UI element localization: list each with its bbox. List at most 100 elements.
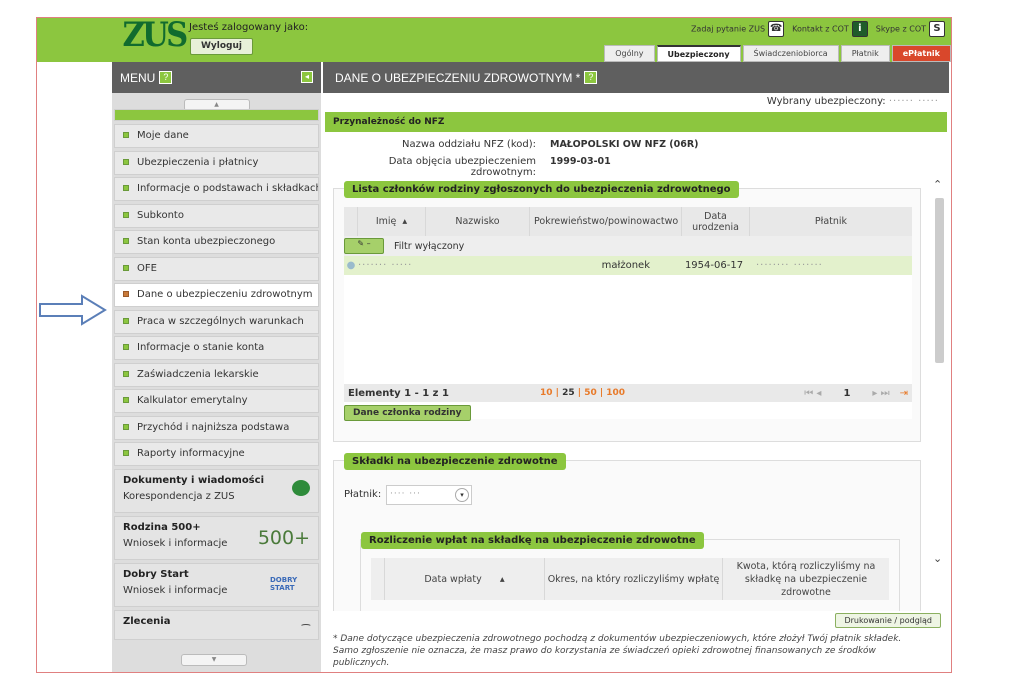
first-prev-page-icon[interactable]: ⏮ ◂ — [804, 387, 822, 399]
cell-payer-masked: ········ ······· — [756, 260, 823, 271]
bullet-icon — [123, 450, 129, 456]
ask-zus-link[interactable]: Zadaj pytanie ZUS ☎ — [691, 21, 785, 37]
family-member-details-button[interactable]: Dane członka rodziny — [344, 405, 471, 421]
sidebar-item-ubezpieczenia[interactable]: Ubezpieczenia i płatnicy — [114, 150, 319, 175]
section-dokumenty[interactable]: Dokumenty i wiadomości Korespondencja z Z… — [114, 468, 319, 513]
page-size-25[interactable]: 25 — [562, 388, 575, 398]
bullet-icon — [123, 211, 129, 218]
sidebar-item-label: Dane o ubezpieczeniu zdrowotnym — [137, 289, 313, 300]
column-nazwisko[interactable]: Nazwisko — [426, 207, 530, 236]
sidebar-item-label: Stan konta ubezpieczonego — [137, 236, 276, 247]
sidebar-item-ofe[interactable]: OFE — [114, 256, 319, 281]
nfz-branch-row: Nazwa oddziału NFZ (kod): MAŁOPOLSKI OW N… — [323, 136, 949, 153]
family-members-group: Lista członków rodziny zgłoszonych do ub… — [333, 181, 921, 442]
pager-summary: Elementy 1 - 1 z 1 — [348, 387, 449, 399]
export-icon[interactable]: ⇥ — [899, 387, 908, 399]
zus-logo: ZUS — [122, 17, 189, 55]
rodzina-500-logo: 500+ — [257, 526, 310, 549]
scroll-up-icon[interactable]: ⌃ — [933, 178, 943, 191]
next-last-page-icon[interactable]: ▸ ⏭ — [872, 387, 890, 399]
column-imie[interactable]: Imię ▴ — [358, 207, 426, 236]
column-pokrewienstwo[interactable]: Pokrewieństwo/powinowactwo — [530, 207, 682, 236]
tab-ubezpieczony[interactable]: Ubezpieczony — [656, 45, 741, 62]
section-subtitle: Wniosek i informacje — [123, 537, 228, 549]
column-label: Kwota, którą rozliczyliśmy na składkę na… — [736, 560, 876, 598]
filter-button[interactable]: ✎ – — [344, 238, 384, 254]
menu-scroll-down-button[interactable]: ▼ — [181, 654, 247, 666]
page-size-10[interactable]: 10 — [540, 388, 553, 398]
contact-cot-label: Kontakt z COT — [792, 24, 849, 34]
page-size-50[interactable]: 50 — [584, 388, 597, 398]
payer-value-masked: ···· ··· — [390, 489, 421, 499]
column-label: Data wpłaty — [424, 573, 482, 585]
contact-cot-link[interactable]: Kontakt z COT i — [792, 21, 868, 37]
table-row[interactable]: ● ······· ····· małżonek 1954-06-17 ····… — [344, 256, 912, 275]
nfz-section-header: Przynależność do NFZ — [325, 112, 947, 132]
scroll-down-icon[interactable]: ⌄ — [933, 552, 943, 565]
nfz-branch-label: Nazwa oddziału NFZ (kod): — [401, 139, 536, 150]
sidebar-item-przychod[interactable]: Przychód i najniższa podstawa — [114, 415, 319, 440]
print-preview-button[interactable]: Drukowanie / podgląd — [835, 613, 941, 628]
row-selector-icon[interactable]: ● — [346, 260, 356, 271]
vertical-scrollbar[interactable]: ⌃ ⌄ — [933, 178, 945, 579]
menu-item-partial[interactable] — [114, 109, 319, 121]
section-zlecenia[interactable]: Zlecenia ⁀ — [114, 609, 319, 640]
sidebar-item-zaswiadczenia[interactable]: Zaświadczenia lekarskie — [114, 362, 319, 387]
tab-eplatnik[interactable]: ePłatnik — [891, 45, 951, 62]
section-subtitle: Wniosek i informacje — [123, 584, 228, 596]
column-data-urodzenia[interactable]: Data urodzenia — [682, 207, 750, 236]
sidebar-item-informacje-o-podstawach[interactable]: Informacje o podstawach i składkach — [114, 177, 319, 201]
collapse-menu-icon[interactable]: ◂ — [301, 71, 313, 83]
sidebar-item-kalkulator[interactable]: Kalkulator emerytalny — [114, 389, 319, 413]
help-icon[interactable]: ? — [159, 71, 173, 84]
top-bar: ZUS Jesteś zalogowany jako: Wyloguj Zada… — [37, 18, 951, 62]
top-tools: Zadaj pytanie ZUS ☎ Kontakt z COT i Skype … — [691, 21, 945, 37]
grid-header-spacer — [344, 207, 358, 236]
main-tabs: Ogólny Ubezpieczony Świadczeniobiorca Pł… — [604, 45, 951, 62]
sidebar-item-stan-konta[interactable]: Stan konta ubezpieczonego — [114, 230, 319, 254]
filter-status: Filtr wyłączony — [394, 240, 465, 252]
sidebar-item-informacje-o-stanie[interactable]: Informacje o stanie konta — [114, 336, 319, 360]
payer-select[interactable]: ···· ··· ▾ — [386, 485, 472, 505]
sidebar-item-label: Informacje o podstawach i składkach — [137, 183, 319, 194]
zus-window: ZUS Jesteś zalogowany jako: Wyloguj Zada… — [36, 17, 952, 673]
grid-pager: Elementy 1 - 1 z 1 10 | 25 | 50 | 100 ⏮ … — [344, 384, 912, 402]
sidebar: MENU? ◂ ▲ Moje dane Ubezpieczenia i płat… — [112, 62, 321, 672]
column-okres[interactable]: Okres, na który rozliczyliśmy wpłatę — [545, 558, 723, 600]
settlement-group: Rozliczenie wpłat na składkę na ubezpiec… — [360, 532, 900, 611]
column-data-wplaty[interactable]: Data wpłaty ▴ — [385, 558, 545, 600]
column-platnik[interactable]: Płatnik — [750, 207, 912, 236]
sidebar-item-dane-o-ubezpieczeniu[interactable]: Dane o ubezpieczeniu zdrowotnym — [114, 283, 319, 307]
chevron-down-icon[interactable]: ▾ — [455, 488, 469, 502]
sidebar-item-label: Subkonto — [137, 209, 184, 221]
section-dobry-start[interactable]: Dobry Start Wniosek i informacje DOBRY STA… — [114, 562, 319, 607]
page-size-100[interactable]: 100 — [606, 388, 626, 398]
zlecenia-icon: ⁀ — [301, 624, 310, 636]
column-label: Nazwisko — [455, 216, 500, 227]
help-icon[interactable]: ? — [584, 71, 598, 84]
sidebar-item-praca[interactable]: Praca w szczególnych warunkach — [114, 309, 319, 334]
column-label: Data urodzenia — [692, 210, 739, 233]
settlement-title: Rozliczenie wpłat na składkę na ubezpiec… — [361, 532, 704, 549]
skype-cot-link[interactable]: Skype z COT S — [876, 21, 945, 37]
sort-asc-icon: ▴ — [499, 573, 505, 585]
selected-insured-label: Wybrany ubezpieczony: — [766, 96, 886, 107]
section-rodzina-500[interactable]: Rodzina 500+ Wniosek i informacje 500+ — [114, 515, 319, 560]
sidebar-item-raporty[interactable]: Raporty informacyjne — [114, 442, 319, 466]
sort-asc-icon: ▴ — [402, 216, 408, 227]
section-title: Dokumenty i wiadomości — [123, 474, 264, 486]
bullet-icon — [123, 317, 129, 324]
tab-swiadczeniobiorca[interactable]: Świadczeniobiorca — [742, 45, 839, 62]
column-kwota[interactable]: Kwota, którą rozliczyliśmy na składkę na… — [723, 558, 889, 600]
tab-platnik[interactable]: Płatnik — [840, 45, 890, 62]
scrollbar-thumb[interactable] — [935, 198, 944, 363]
sidebar-item-label: OFE — [137, 262, 157, 274]
selected-insured: Wybrany ubezpieczony: ······ ····· — [323, 93, 949, 109]
sidebar-item-label: Moje dane — [137, 130, 189, 141]
logout-button[interactable]: Wyloguj — [190, 38, 253, 55]
grid-header: Imię ▴ Nazwisko Pokrewieństwo/powinowact… — [344, 207, 912, 236]
sidebar-item-subkonto[interactable]: Subkonto — [114, 203, 319, 228]
contributions-title: Składki na ubezpieczenie zdrowotne — [344, 453, 566, 470]
tab-ogolny[interactable]: Ogólny — [604, 45, 655, 62]
sidebar-item-moje-dane[interactable]: Moje dane — [114, 124, 319, 148]
